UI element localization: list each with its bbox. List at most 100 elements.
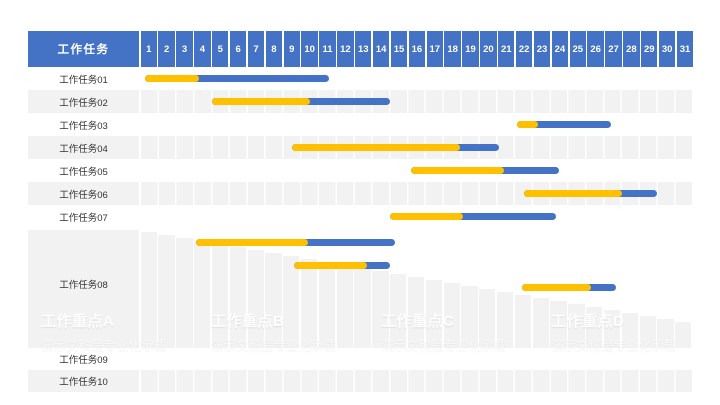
task-row-label: 工作任务02 <box>28 90 139 113</box>
staircase-step <box>283 256 300 348</box>
header-day-22: 22 <box>515 31 533 67</box>
staircase-step <box>586 307 603 348</box>
task-rows-bottom: 工作任务09 工作任务10 <box>28 348 693 392</box>
watermark-block: 工作重点B 演示文稿是专业化承载 <box>211 310 336 354</box>
header-day-24: 24 <box>551 31 569 67</box>
header-day-11: 11 <box>319 31 336 67</box>
header-day-12: 12 <box>337 31 354 67</box>
header-day-13: 13 <box>355 31 372 67</box>
gantt-bar <box>516 121 612 128</box>
staircase-step <box>229 247 246 348</box>
task-row-timeline <box>141 159 693 182</box>
staircase-step <box>211 244 229 348</box>
header-day-6: 6 <box>229 31 247 67</box>
staircase-step <box>176 238 193 348</box>
bar-phase1-yellow <box>293 261 367 269</box>
staircase-step <box>496 292 514 348</box>
highlight-section: 工作重点A 演示文稿是专业化承载 工作重点B 演示文稿是专业化承载 工作重点C 演示文稿是… <box>28 228 693 353</box>
gantt-bar <box>390 213 556 220</box>
task-row-label: 工作任务03 <box>59 120 108 132</box>
header-day-15: 15 <box>390 31 408 67</box>
header-day-23: 23 <box>533 31 551 67</box>
section-bar-1 <box>195 238 396 246</box>
bar-phase1-yellow <box>145 75 200 82</box>
staircase-step <box>425 280 443 348</box>
bar-phase1-yellow <box>521 283 592 291</box>
gantt-bar <box>523 190 658 197</box>
section-bar-2 <box>293 261 391 269</box>
staircase-step <box>407 277 425 348</box>
staircase-step <box>532 298 549 348</box>
staircase-step <box>568 304 585 348</box>
watermark-subtitle: 演示文稿是专业化承载 <box>41 339 167 353</box>
bar-phase1-yellow <box>516 121 538 128</box>
task-row-label: 工作任务01 <box>59 74 108 86</box>
task-row: 工作任务07 <box>28 205 693 228</box>
header-day-20: 20 <box>480 31 497 67</box>
staircase-step <box>657 319 674 348</box>
gantt-bar <box>292 144 499 151</box>
header-day-cells: 1 2 3 4 5 6 7 8 9 10 11 12 13 14 15 16 17 18 19 20 21 22 23 24 2… <box>140 31 694 67</box>
header-day-7: 7 <box>247 31 265 67</box>
watermark-title: 工作重点A <box>41 313 115 330</box>
task-row-timeline <box>140 182 693 205</box>
staircase-step <box>158 235 175 348</box>
task-row-label: 工作任务04 <box>28 136 139 159</box>
bar-phase2-blue <box>145 75 330 82</box>
task-row: 工作任务04 <box>28 136 693 159</box>
task-row: 工作任务06 <box>28 182 693 205</box>
header-day-14: 14 <box>372 31 390 67</box>
watermark-block: 工作重点A 演示文稿是专业化承载 <box>41 310 166 354</box>
header-day-1: 1 <box>140 31 157 67</box>
bar-phase1-yellow <box>411 167 505 174</box>
header-day-29: 29 <box>641 31 658 67</box>
header-day-19: 19 <box>462 31 479 67</box>
task-row-timeline <box>140 370 693 392</box>
staircase-step <box>479 289 496 348</box>
bar-phase1-yellow <box>390 213 464 220</box>
gantt-chart: 工作任务 1 2 3 4 5 6 7 8 9 10 11 12 13 14 15 16 17 18 19 20 21 22… <box>28 31 694 392</box>
header-day-18: 18 <box>444 31 461 67</box>
header-day-5: 5 <box>212 31 229 67</box>
staircase-step <box>318 262 336 348</box>
watermark-subtitle: 演示文稿是专业化承载 <box>211 339 337 353</box>
watermark-title: 工作重点D <box>551 313 625 330</box>
task-row-timeline <box>140 136 693 159</box>
task-row-label: 工作任务05 <box>59 166 108 178</box>
staircase-step <box>194 241 211 348</box>
staircase-step <box>336 265 353 348</box>
header-day-3: 3 <box>176 31 193 67</box>
staircase-step <box>550 301 567 348</box>
staircase-step <box>461 286 478 348</box>
header-day-28: 28 <box>623 31 640 67</box>
watermark-title: 工作重点C <box>381 313 455 330</box>
watermark-title: 工作重点B <box>211 313 285 330</box>
staircase-step <box>140 232 157 348</box>
bar-phase1-yellow <box>195 238 309 246</box>
gantt-bar <box>211 98 391 105</box>
task-rows-top: 工作任务01 工作任务02 工作任务03 工作任务04 工作任务05 工作任务06 工作任务… <box>28 67 693 228</box>
staircase-step <box>354 268 371 348</box>
task-row-timeline <box>141 205 693 228</box>
task-row: 工作任务01 <box>28 67 693 90</box>
staircase-step <box>390 274 407 348</box>
watermark-block: 工作重点C 演示文稿是专业化承载 <box>381 310 506 354</box>
staircase-step <box>443 283 460 348</box>
task-row-timeline <box>141 67 693 90</box>
header-day-21: 21 <box>498 31 515 67</box>
header-day-16: 16 <box>408 31 426 67</box>
task-row-label: 工作任务10 <box>28 370 139 392</box>
header-day-9: 9 <box>283 31 300 67</box>
task-row-label: 工作任务09 <box>59 355 108 366</box>
task-row: 工作任务09 <box>28 348 693 370</box>
staircase-step <box>675 322 692 348</box>
staircase-step <box>265 253 282 348</box>
section-bars <box>28 228 693 348</box>
task-row: 工作任务03 <box>28 113 693 136</box>
staircase-steps <box>28 228 693 348</box>
header-day-2: 2 <box>158 31 175 67</box>
header-day-31: 31 <box>676 31 694 67</box>
watermarks: 工作重点A 演示文稿是专业化承载 工作重点B 演示文稿是专业化承载 工作重点C 演示文稿是… <box>28 228 693 353</box>
task-row: 工作任务05 <box>28 159 693 182</box>
task-row: 工作任务02 <box>28 90 693 113</box>
